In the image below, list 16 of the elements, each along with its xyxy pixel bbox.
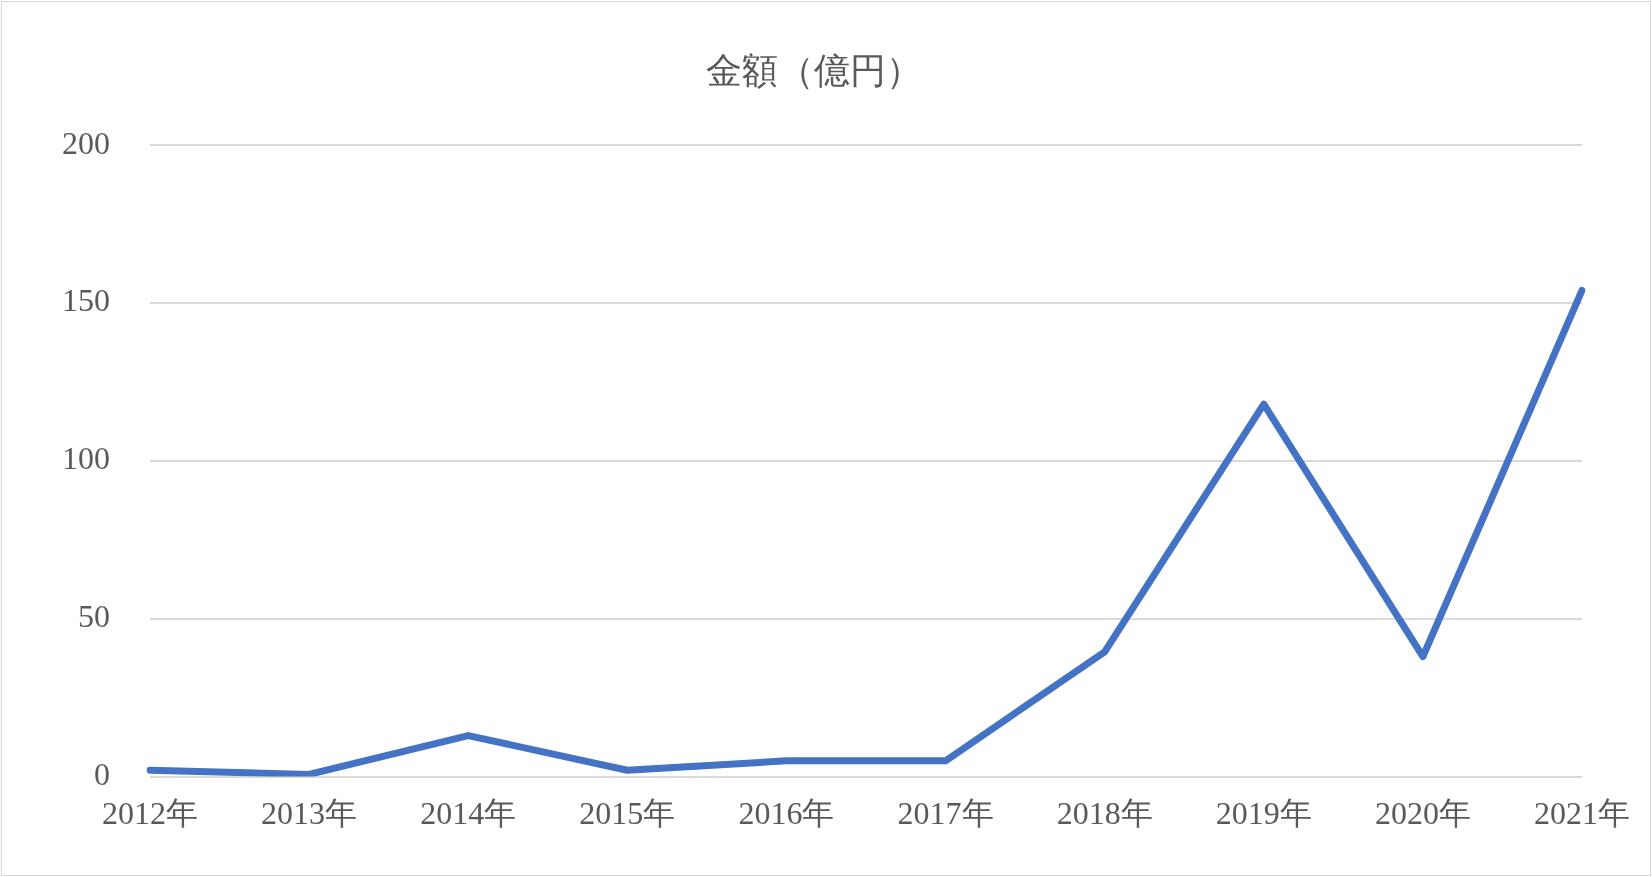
- y-tick-label: 50: [78, 598, 110, 635]
- x-tick-label: 2016年: [738, 795, 835, 832]
- y-tick-label: 0: [94, 756, 110, 793]
- x-tick-label: 2018年: [1056, 795, 1153, 832]
- y-tick-label: 200: [62, 124, 110, 161]
- x-tick-label: 2015年: [579, 795, 676, 832]
- x-tick-label: 2013年: [261, 795, 358, 832]
- x-tick-label: 2017年: [897, 795, 994, 832]
- y-tick-label: 100: [62, 440, 110, 477]
- x-tick-label: 2021年: [1534, 795, 1630, 832]
- x-tick-label: 2020年: [1374, 795, 1471, 832]
- x-tick-label: 2019年: [1215, 795, 1312, 832]
- chart-title: 金額（億円）: [705, 51, 922, 92]
- x-tick-label: 2014年: [420, 795, 517, 832]
- x-tick-label: 2012年: [102, 795, 198, 832]
- y-tick-label: 150: [62, 282, 110, 319]
